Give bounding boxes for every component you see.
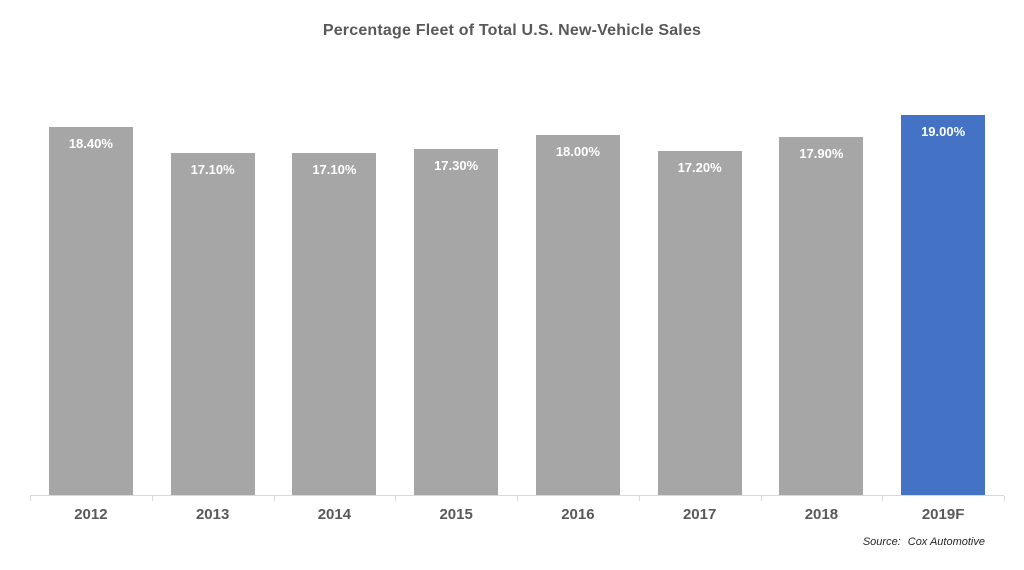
axis-tick [882, 496, 884, 501]
source-value: Cox Automotive [907, 536, 985, 548]
source-label: Source: [862, 536, 901, 548]
bar-slot-2014: 17.10% [274, 116, 396, 495]
bar-value-label: 17.10% [312, 162, 357, 177]
bar-2015: 17.30% [414, 149, 499, 495]
bar-slot-2012: 18.40% [30, 116, 152, 495]
x-axis-labels: 2012 2013 2014 2015 2016 2017 2018 2019F [30, 506, 1004, 523]
bar-2017: 17.20% [657, 151, 742, 495]
bar-value-label: 17.10% [190, 162, 235, 177]
bar-value-label: 17.20% [677, 160, 722, 175]
bar-value-label: 19.00% [921, 124, 966, 139]
axis-tick [517, 496, 518, 501]
bar-2016: 18.00% [535, 135, 620, 495]
x-label-2012: 2012 [74, 506, 108, 523]
chart-title: Percentage Fleet of Total U.S. New-Vehic… [322, 22, 702, 39]
bar-value-label: 18.40% [68, 136, 113, 151]
bar-slot-2018: 17.90% [761, 116, 883, 495]
bar-slot-2015: 17.30% [395, 116, 517, 495]
x-label-2014: 2014 [317, 506, 352, 523]
x-label-2017: 2017 [682, 506, 717, 523]
x-label-2018: 2018 [804, 506, 839, 523]
bar-value-label: 18.00% [555, 144, 600, 159]
bar-slot-2013: 17.10% [152, 116, 274, 495]
bar-slot-2017: 17.20% [639, 116, 761, 495]
axis-tick [1004, 496, 1005, 501]
axis-tick [638, 496, 640, 501]
x-label-2015: 2015 [439, 506, 473, 523]
bar-2018: 17.90% [779, 137, 864, 495]
bar-value-label: 17.90% [799, 146, 844, 161]
axis-tick [760, 496, 762, 501]
source-note: Source: Cox Automotive [863, 536, 985, 548]
x-label-2016: 2016 [561, 506, 595, 523]
x-axis-line [30, 496, 1005, 502]
x-label-2019F: 2019F [921, 506, 965, 523]
axis-tick [273, 496, 275, 501]
axis-tick [30, 496, 31, 501]
x-label-2013: 2013 [195, 506, 230, 523]
plot-area: 18.40% 17.10% 17.10% 17.30% 18.00% 17.20% 17.9… [30, 115, 1004, 496]
axis-tick [395, 496, 397, 501]
bar-value-label: 17.30% [434, 158, 479, 173]
bar-slot-2016: 18.00% [517, 116, 639, 495]
bar-2013: 17.10% [170, 153, 255, 495]
bar-slot-2019F: 19.00% [882, 115, 1004, 495]
axis-tick [151, 496, 153, 501]
bar-2019F: 19.00% [901, 115, 986, 495]
bar-2012: 18.40% [48, 127, 133, 495]
bar-2014: 17.10% [292, 153, 377, 495]
